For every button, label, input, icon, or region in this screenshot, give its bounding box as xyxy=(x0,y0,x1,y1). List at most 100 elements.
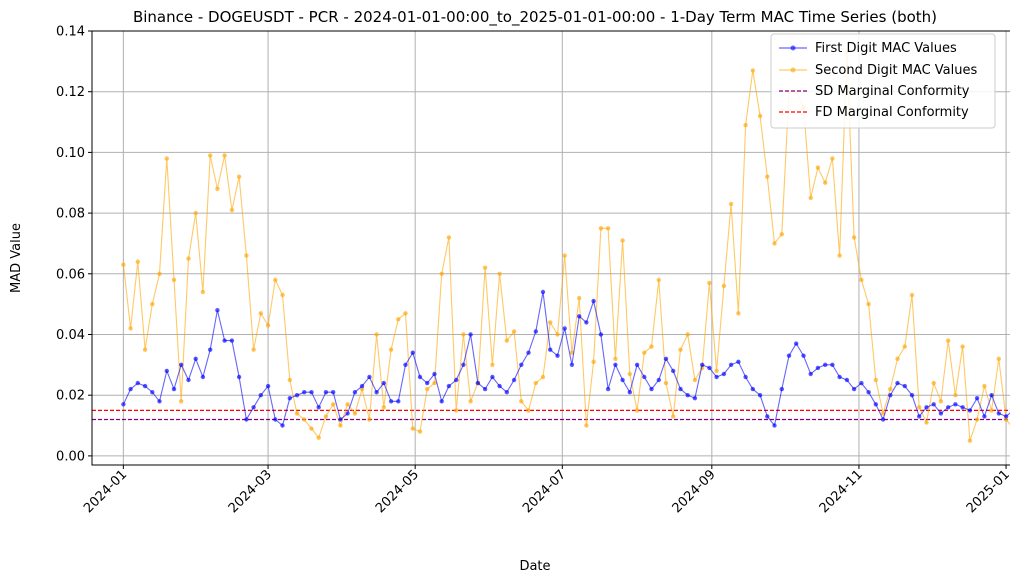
data-point xyxy=(258,393,263,398)
data-point xyxy=(150,390,155,395)
data-point xyxy=(439,399,444,404)
data-point xyxy=(634,408,640,413)
data-point xyxy=(280,292,285,298)
data-point xyxy=(179,399,184,404)
data-point xyxy=(989,408,994,413)
data-point xyxy=(403,311,408,316)
data-point xyxy=(121,402,126,407)
data-point xyxy=(743,122,748,128)
data-point xyxy=(454,377,459,383)
data-point xyxy=(497,383,502,389)
data-point xyxy=(179,362,184,367)
data-point xyxy=(562,326,567,331)
data-point xyxy=(873,377,878,383)
data-point xyxy=(779,232,784,237)
data-point xyxy=(338,417,343,422)
data-point xyxy=(367,374,372,380)
data-point xyxy=(135,259,140,264)
data-point xyxy=(953,393,958,398)
data-point xyxy=(244,253,249,258)
data-point xyxy=(859,277,864,283)
data-point xyxy=(164,156,169,161)
data-point xyxy=(627,390,632,395)
data-point xyxy=(844,377,850,383)
data-point xyxy=(251,405,256,410)
plot-area-frame xyxy=(91,30,1010,466)
data-point xyxy=(548,347,553,352)
data-point xyxy=(830,156,835,161)
x-axis-label: Date xyxy=(519,559,550,574)
data-point xyxy=(765,414,770,419)
data-point xyxy=(461,362,466,367)
data-point xyxy=(909,393,915,398)
data-point xyxy=(526,350,531,355)
data-point xyxy=(765,174,770,179)
data-point xyxy=(895,356,900,361)
data-point xyxy=(772,423,777,428)
data-point xyxy=(946,405,951,410)
data-point xyxy=(374,332,379,337)
x-tick-label: 2024-01 xyxy=(81,467,130,516)
data-point xyxy=(504,390,509,395)
data-point xyxy=(917,405,922,410)
data-point xyxy=(902,383,907,389)
data-point xyxy=(982,383,987,389)
data-point xyxy=(540,289,546,295)
data-point xyxy=(837,253,842,258)
data-point xyxy=(432,380,437,386)
data-point xyxy=(519,362,524,367)
data-point xyxy=(352,390,358,395)
data-point xyxy=(888,393,893,398)
data-point xyxy=(815,365,821,371)
data-point xyxy=(967,408,973,413)
data-point xyxy=(714,368,719,374)
data-point xyxy=(222,153,227,158)
data-point xyxy=(511,329,517,334)
data-point xyxy=(685,393,690,398)
data-point xyxy=(815,165,821,170)
data-point xyxy=(511,377,517,383)
data-point xyxy=(663,380,669,386)
data-point xyxy=(548,320,553,325)
data-point xyxy=(678,347,683,352)
y-tick-label: 0.04 xyxy=(56,328,85,343)
data-point xyxy=(287,396,292,401)
data-point xyxy=(345,402,350,407)
data-point xyxy=(236,174,242,179)
data-point xyxy=(171,277,177,283)
data-point xyxy=(417,429,423,434)
data-point xyxy=(396,399,401,404)
legend-marker-first-digit xyxy=(790,45,796,51)
data-point xyxy=(685,332,690,337)
data-point xyxy=(859,380,864,386)
data-point xyxy=(229,207,235,213)
data-point xyxy=(555,353,560,358)
data-point xyxy=(128,386,133,392)
data-point xyxy=(186,377,191,383)
data-point xyxy=(823,180,828,185)
data-point xyxy=(837,374,842,380)
data-point xyxy=(750,386,755,392)
data-point xyxy=(490,362,495,367)
data-point xyxy=(851,386,857,392)
data-point xyxy=(244,417,249,422)
data-point xyxy=(736,359,741,364)
data-point xyxy=(562,253,567,258)
x-tick-label: 2024-07 xyxy=(520,467,569,516)
data-point xyxy=(721,283,727,289)
y-tick-label: 0.10 xyxy=(56,146,85,161)
data-point xyxy=(642,350,647,355)
data-point xyxy=(931,402,936,407)
data-point xyxy=(273,277,278,283)
data-point xyxy=(468,399,473,404)
data-point xyxy=(215,186,220,191)
data-point xyxy=(432,371,437,377)
data-point xyxy=(294,393,300,398)
data-point xyxy=(403,362,408,367)
data-point xyxy=(215,308,220,313)
data-point xyxy=(909,292,915,298)
data-point xyxy=(924,420,929,425)
data-point xyxy=(982,414,987,419)
data-point xyxy=(519,399,524,404)
data-point xyxy=(1003,414,1009,419)
